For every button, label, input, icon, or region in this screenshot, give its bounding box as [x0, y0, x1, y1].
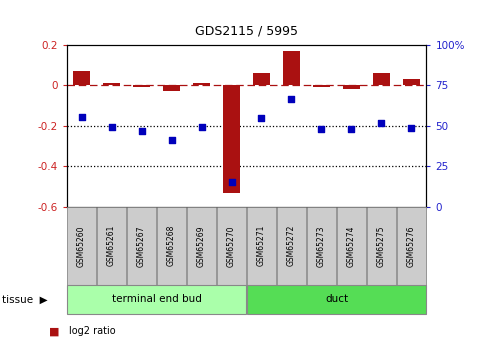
- Bar: [283, 51, 300, 86]
- Bar: [193, 83, 210, 86]
- Bar: [247, 207, 276, 285]
- Point: [378, 120, 386, 126]
- Bar: [104, 83, 120, 86]
- Text: GSM65269: GSM65269: [197, 225, 206, 267]
- Bar: [127, 207, 156, 285]
- Bar: [277, 207, 306, 285]
- Point: [77, 114, 85, 120]
- Bar: [157, 207, 186, 285]
- Text: GSM65274: GSM65274: [347, 225, 356, 267]
- Point: [257, 115, 265, 121]
- Text: GDS2115 / 5995: GDS2115 / 5995: [195, 25, 298, 38]
- Point: [228, 179, 236, 185]
- Point: [408, 125, 416, 131]
- Bar: [223, 86, 240, 193]
- Text: GSM65268: GSM65268: [167, 225, 176, 266]
- Bar: [73, 71, 90, 86]
- Bar: [343, 86, 360, 89]
- Bar: [163, 86, 180, 91]
- Text: duct: duct: [325, 294, 348, 304]
- Text: GSM65275: GSM65275: [377, 225, 386, 267]
- Bar: [217, 207, 246, 285]
- Text: GSM65276: GSM65276: [407, 225, 416, 267]
- Point: [287, 96, 295, 101]
- Point: [107, 124, 115, 130]
- Bar: [247, 285, 426, 314]
- Text: GSM65260: GSM65260: [77, 225, 86, 267]
- Bar: [337, 207, 366, 285]
- Bar: [67, 285, 246, 314]
- Bar: [67, 207, 96, 285]
- Bar: [133, 86, 150, 87]
- Point: [168, 137, 176, 143]
- Point: [348, 126, 355, 132]
- Text: tissue  ▶: tissue ▶: [2, 294, 48, 304]
- Text: GSM65267: GSM65267: [137, 225, 146, 267]
- Bar: [253, 73, 270, 86]
- Text: terminal end bud: terminal end bud: [111, 294, 202, 304]
- Bar: [313, 86, 330, 87]
- Text: GSM65271: GSM65271: [257, 225, 266, 266]
- Text: GSM65273: GSM65273: [317, 225, 326, 267]
- Bar: [367, 207, 396, 285]
- Text: GSM65261: GSM65261: [107, 225, 116, 266]
- Text: ■: ■: [49, 326, 60, 336]
- Text: GSM65272: GSM65272: [287, 225, 296, 266]
- Point: [198, 124, 206, 130]
- Bar: [403, 79, 420, 86]
- Bar: [307, 207, 336, 285]
- Bar: [97, 207, 126, 285]
- Text: GSM65270: GSM65270: [227, 225, 236, 267]
- Point: [138, 128, 145, 134]
- Point: [317, 126, 325, 132]
- Bar: [397, 207, 426, 285]
- Text: log2 ratio: log2 ratio: [69, 326, 116, 336]
- Bar: [187, 207, 216, 285]
- Bar: [373, 73, 389, 86]
